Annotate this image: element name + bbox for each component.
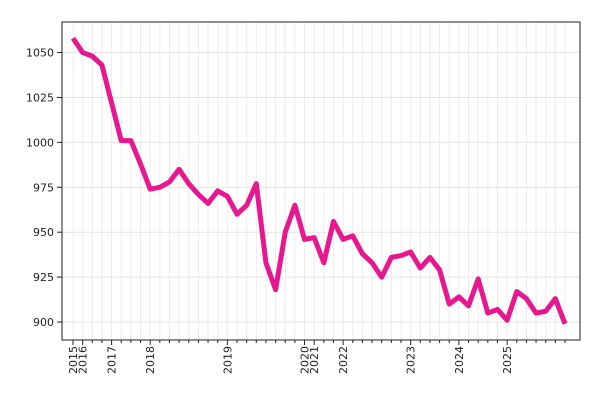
x-tick-label: 2015 <box>67 346 80 374</box>
y-tick-label: 1000 <box>26 136 54 149</box>
x-tick-label: 2018 <box>144 346 157 374</box>
x-tick-label: 2017 <box>106 346 119 374</box>
x-tick-label: 2023 <box>405 346 418 374</box>
y-tick-label: 900 <box>33 316 54 329</box>
x-tick-label: 2025 <box>501 346 514 374</box>
plot-frame <box>61 21 581 341</box>
x-tick-label: 2021 <box>308 346 321 374</box>
x-tick-label: 2016 <box>77 346 90 374</box>
x-tick-label: 2024 <box>453 346 466 374</box>
y-tick-label: 975 <box>33 181 54 194</box>
line <box>70 36 568 325</box>
x-tick-label: 2019 <box>221 346 234 374</box>
y-tick-label: 1050 <box>26 47 54 60</box>
y-tick-label: 950 <box>33 226 54 239</box>
y-tick-label: 1025 <box>26 91 54 104</box>
y-tick-label: 925 <box>33 271 54 284</box>
x-tick-label: 2020 <box>299 346 312 374</box>
x-tick-label: 2022 <box>337 346 350 374</box>
